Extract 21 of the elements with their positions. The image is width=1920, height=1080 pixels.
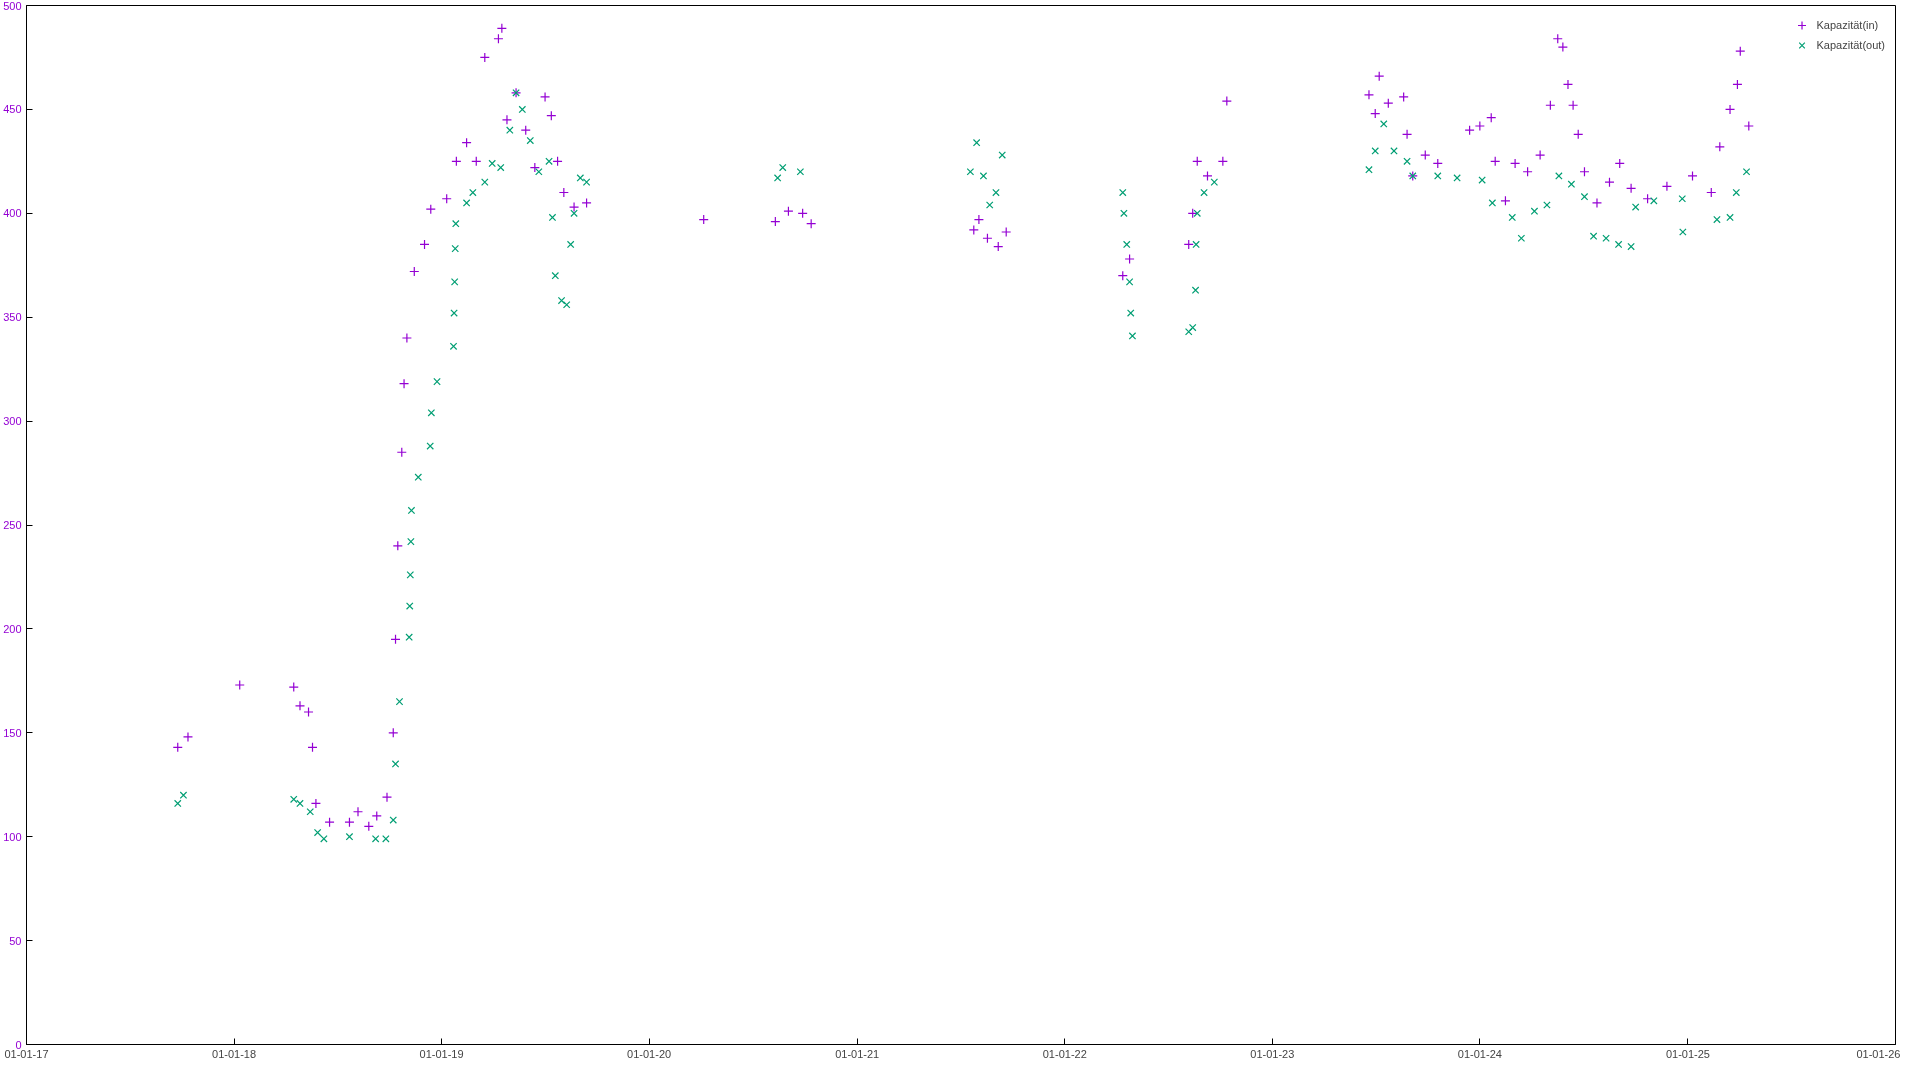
x-tick-label: 01-01-20 — [627, 1047, 672, 1060]
legend-label: Kapazität(out) — [1816, 39, 1885, 51]
legend-label: Kapazität(in) — [1816, 19, 1879, 31]
x-tick-label: 01-01-24 — [1457, 1047, 1502, 1060]
y-tick-label: 300 — [3, 415, 22, 428]
x-tick-label: 01-01-26 — [1856, 1047, 1901, 1060]
y-tick-label: 500 — [3, 0, 22, 12]
x-tick-label: 01-01-19 — [419, 1047, 464, 1060]
x-tick-label: 01-01-18 — [212, 1047, 257, 1060]
y-tick-label: 350 — [3, 311, 22, 324]
x-tick-label: 01-01-23 — [1250, 1047, 1295, 1060]
y-tick-label: 50 — [9, 934, 22, 947]
y-tick-label: 100 — [3, 830, 22, 843]
y-tick-label: 200 — [3, 622, 22, 635]
x-tick-label: 01-01-22 — [1042, 1047, 1087, 1060]
x-tick-label: 01-01-25 — [1665, 1047, 1710, 1060]
y-tick-label: 150 — [3, 726, 22, 739]
y-tick-label: 450 — [3, 103, 22, 116]
x-tick-label: 01-01-21 — [835, 1047, 880, 1060]
y-tick-label: 250 — [3, 519, 22, 531]
y-tick-label: 400 — [3, 207, 22, 220]
